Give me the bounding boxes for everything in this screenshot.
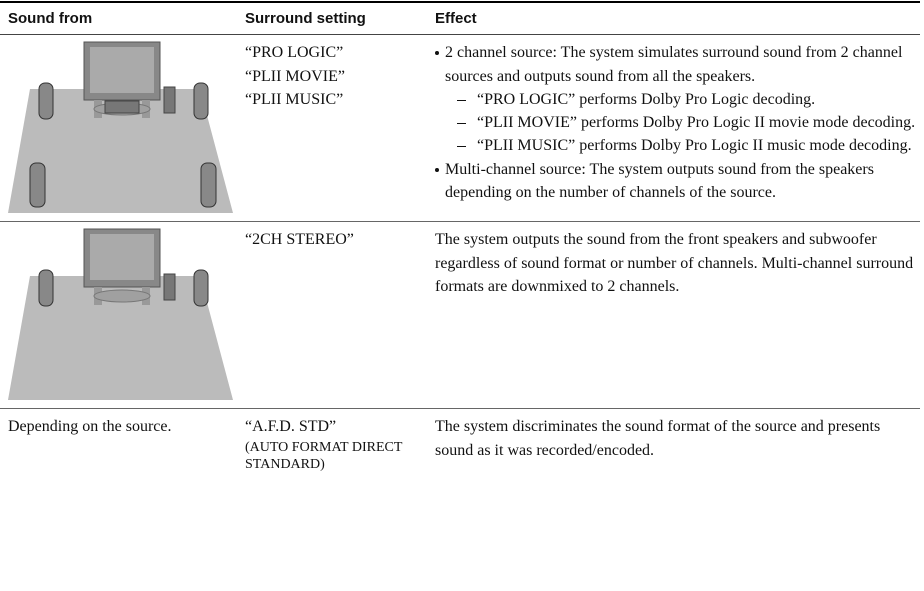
bullet-text: Multi-channel source: The system outputs… — [445, 160, 874, 202]
cell — [0, 34, 245, 223]
dash-item: “PLII MUSIC” performs Dolby Pro Logic II… — [445, 134, 920, 157]
cell: The system outputs the sound from the fr… — [435, 221, 920, 410]
dash-item: “PRO LOGIC” performs Dolby Pro Logic dec… — [445, 88, 920, 111]
setting: “2CH STEREO” — [245, 231, 354, 249]
setting: “A.F.D. STD” — [245, 418, 337, 436]
header-row: Sound from Surround setting Effect — [0, 1, 920, 36]
cell: 2 channel source: The system simulates s… — [435, 34, 920, 223]
bullet-list: 2 channel source: The system simulates s… — [435, 41, 920, 204]
surround-table: Sound from Surround setting Effect “PRO … — [0, 1, 920, 481]
speaker-diagram — [8, 228, 233, 401]
bullet: 2 channel source: The system simulates s… — [435, 41, 920, 157]
dash-list: “PRO LOGIC” performs Dolby Pro Logic dec… — [445, 88, 920, 158]
cell: “PRO LOGIC” “PLII MOVIE” “PLII MUSIC” — [245, 34, 435, 223]
row: Depending on the source. “A.F.D. STD” (A… — [0, 409, 920, 481]
row: “2CH STEREO” The system outputs the soun… — [0, 221, 920, 410]
row: “PRO LOGIC” “PLII MOVIE” “PLII MUSIC” 2 … — [0, 34, 920, 223]
bullet-text: 2 channel source: The system simulates s… — [445, 44, 903, 85]
cell — [0, 221, 245, 410]
column-header: Sound from — [0, 1, 245, 36]
speaker-diagram — [8, 41, 233, 214]
column-header: Surround setting — [245, 1, 435, 36]
cell: “A.F.D. STD” (AUTO FORMAT DIRECT STANDAR… — [245, 409, 435, 481]
setting: “PLII MOVIE” — [245, 67, 345, 85]
cell: Depending on the source. — [8, 418, 172, 436]
cell: The system discriminates the sound forma… — [435, 418, 881, 459]
bullet: Multi-channel source: The system outputs… — [435, 158, 920, 205]
setting: “PRO LOGIC” — [245, 44, 344, 62]
column-header: Effect — [435, 1, 920, 36]
cell: “2CH STEREO” — [245, 221, 435, 410]
setting: “PLII MUSIC” — [245, 90, 344, 108]
setting-note: (AUTO FORMAT DIRECT STANDARD) — [245, 439, 403, 472]
dash-item: “PLII MOVIE” performs Dolby Pro Logic II… — [445, 111, 920, 134]
